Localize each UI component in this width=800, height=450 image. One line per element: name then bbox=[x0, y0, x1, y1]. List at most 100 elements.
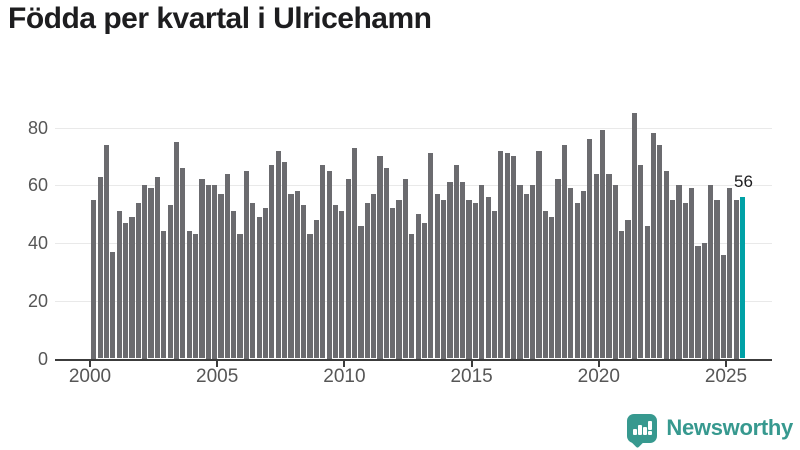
bar bbox=[523, 193, 529, 359]
bar bbox=[593, 173, 599, 359]
bar bbox=[192, 234, 199, 359]
x-axis-line bbox=[55, 358, 772, 361]
bar bbox=[530, 185, 536, 359]
bar bbox=[231, 211, 237, 359]
icon-bar-2 bbox=[638, 424, 642, 435]
bar bbox=[472, 202, 478, 359]
bar bbox=[326, 170, 332, 359]
bar bbox=[561, 144, 568, 359]
icon-bar-3 bbox=[643, 426, 647, 435]
bar bbox=[466, 199, 472, 359]
bar bbox=[733, 199, 739, 359]
bar bbox=[142, 185, 148, 359]
icon-exclamation-dot bbox=[648, 431, 652, 435]
bar bbox=[720, 254, 727, 359]
bar bbox=[644, 225, 650, 359]
bar bbox=[485, 196, 491, 359]
bar bbox=[332, 205, 339, 359]
bar bbox=[262, 208, 269, 359]
newsworthy-wordmark: Newsworthy bbox=[666, 415, 793, 440]
bar bbox=[161, 231, 167, 359]
bar bbox=[123, 222, 129, 359]
bar bbox=[587, 139, 593, 359]
gridline-y-60 bbox=[55, 185, 772, 187]
bar bbox=[313, 219, 319, 359]
newsworthy-branding: Newsworthy bbox=[627, 411, 793, 448]
bar bbox=[256, 217, 262, 359]
bar bbox=[103, 144, 110, 359]
bar bbox=[396, 199, 402, 359]
x-tick-2015 bbox=[470, 360, 473, 367]
bar bbox=[358, 225, 364, 359]
bar bbox=[510, 156, 517, 359]
x-tick-2005 bbox=[216, 360, 219, 367]
bar bbox=[619, 231, 625, 359]
x-tick-2000 bbox=[89, 360, 91, 367]
bar bbox=[542, 211, 548, 359]
bar bbox=[612, 185, 618, 359]
bar bbox=[167, 205, 173, 359]
bar bbox=[453, 165, 459, 359]
bar bbox=[186, 231, 192, 359]
bar bbox=[421, 222, 428, 359]
bar bbox=[574, 202, 580, 359]
bar bbox=[657, 144, 663, 359]
bar bbox=[504, 153, 510, 359]
bar bbox=[97, 176, 103, 359]
bar bbox=[631, 113, 637, 359]
bar bbox=[205, 185, 211, 359]
bar bbox=[218, 193, 224, 359]
bar bbox=[275, 150, 281, 359]
bar bbox=[682, 202, 688, 359]
bar bbox=[339, 211, 345, 359]
bar bbox=[129, 217, 135, 359]
bar bbox=[212, 185, 218, 359]
bar bbox=[498, 150, 504, 359]
x-tick-label: 2010 bbox=[323, 366, 366, 387]
bar bbox=[307, 234, 313, 359]
newsworthy-speech-bubble-barchart-icon bbox=[627, 413, 658, 448]
bar bbox=[199, 179, 205, 359]
x-tick-2010 bbox=[343, 360, 346, 367]
bar bbox=[434, 193, 440, 359]
bar bbox=[351, 147, 358, 359]
bar bbox=[301, 205, 307, 359]
icon-bar-1 bbox=[633, 428, 637, 435]
bar bbox=[701, 243, 707, 359]
y-tick-label: 80 bbox=[27, 117, 48, 138]
x-tick-label: 2025 bbox=[704, 366, 748, 387]
x-tick-label: 2020 bbox=[577, 366, 620, 387]
x-tick-label: 2015 bbox=[450, 366, 493, 387]
bar bbox=[415, 214, 421, 359]
y-tick-label: 0 bbox=[37, 348, 48, 369]
bar bbox=[568, 188, 574, 359]
y-tick-label: 40 bbox=[27, 233, 48, 253]
bar bbox=[148, 188, 154, 359]
bar bbox=[479, 185, 485, 359]
bar bbox=[695, 245, 701, 359]
bar bbox=[549, 217, 555, 359]
bar bbox=[625, 219, 631, 359]
last-bar-value-label: 56 bbox=[734, 171, 753, 191]
bar bbox=[638, 165, 644, 359]
bar bbox=[345, 179, 351, 359]
bar bbox=[491, 211, 498, 359]
bar bbox=[708, 185, 714, 359]
bar bbox=[727, 188, 733, 359]
bar bbox=[536, 150, 542, 359]
bar bbox=[173, 141, 180, 359]
bar bbox=[269, 165, 275, 359]
bar bbox=[180, 167, 186, 359]
bar bbox=[288, 193, 294, 359]
bar-highlighted bbox=[739, 196, 746, 359]
x-tick-2020 bbox=[597, 360, 600, 367]
bar bbox=[224, 173, 230, 359]
bar bbox=[606, 173, 612, 359]
bar bbox=[371, 193, 377, 359]
bar bbox=[91, 199, 97, 359]
bar bbox=[135, 202, 141, 359]
bar bbox=[650, 133, 657, 359]
bar bbox=[154, 176, 160, 359]
bar bbox=[460, 182, 466, 359]
bar bbox=[110, 251, 116, 359]
